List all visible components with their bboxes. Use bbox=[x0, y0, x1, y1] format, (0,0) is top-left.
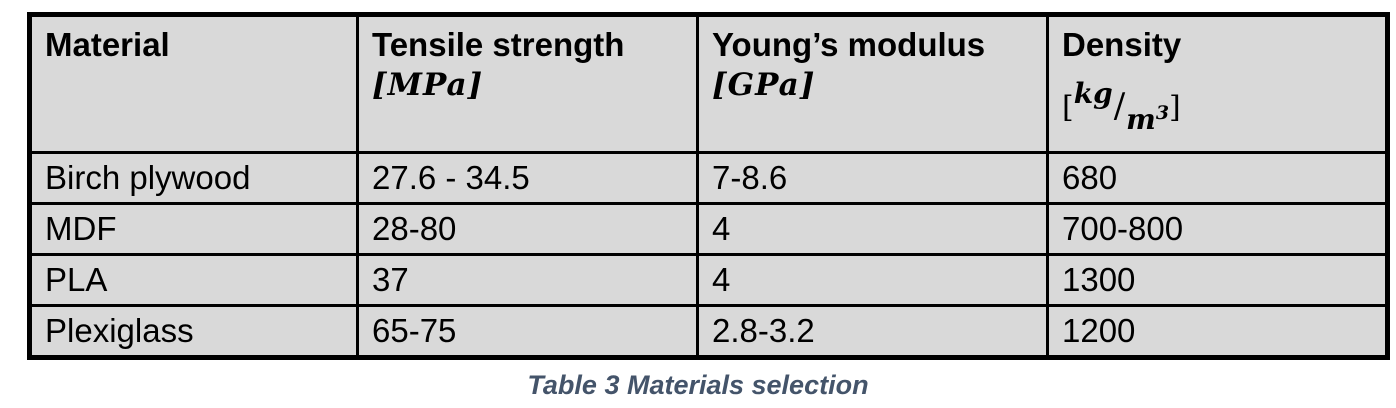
cell-tensile-strength: 27.6 - 34.5 bbox=[356, 151, 699, 205]
cell-material: MDF bbox=[28, 202, 359, 256]
cell-density: 680 bbox=[1046, 151, 1389, 205]
cell-youngs-modulus: 4 bbox=[696, 202, 1049, 256]
table-row-birch-plywood: Birch plywood 27.6 - 34.5 7-8.6 680 bbox=[28, 151, 1389, 205]
cell-tensile-strength: 65-75 bbox=[356, 304, 699, 359]
materials-table: Material Tensile strength [MPa] Young’s … bbox=[27, 12, 1390, 360]
cell-material: PLA bbox=[28, 253, 359, 307]
bracket-close: ] bbox=[1169, 90, 1181, 126]
table-row-mdf: MDF 28-80 4 700-800 bbox=[28, 202, 1389, 256]
table-row-plexiglass: Plexiglass 65-75 2.8-3.2 1200 bbox=[28, 304, 1389, 359]
fraction-slash: / bbox=[1113, 86, 1126, 127]
header-label: Material bbox=[45, 26, 170, 63]
table-caption: Table 3 Materials selection bbox=[527, 370, 869, 400]
unit-denominator: m3 bbox=[1126, 102, 1170, 137]
cell-density: 1200 bbox=[1046, 304, 1389, 359]
unit-gpa: [GPa] bbox=[712, 67, 816, 104]
cell-tensile-strength: 37 bbox=[356, 253, 699, 307]
unit-exponent: 3 bbox=[1155, 102, 1170, 125]
header-label: Tensile strength bbox=[372, 26, 625, 63]
cell-density: 700-800 bbox=[1046, 202, 1389, 256]
bracket-open: [ bbox=[1062, 90, 1074, 126]
col-header-material: Material bbox=[28, 13, 359, 154]
col-header-density: Density [kg/m3] bbox=[1046, 13, 1389, 154]
header-row: Material Tensile strength [MPa] Young’s … bbox=[28, 13, 1389, 154]
cell-material: Birch plywood bbox=[28, 151, 359, 205]
table-row-pla: PLA 37 4 1300 bbox=[28, 253, 1389, 307]
cell-youngs-modulus: 7-8.6 bbox=[696, 151, 1049, 205]
unit-kg-per-m3: [kg/m3] bbox=[1062, 76, 1379, 138]
header-label: Young’s modulus bbox=[712, 26, 986, 63]
cell-tensile-strength: 28-80 bbox=[356, 202, 699, 256]
unit-numerator: kg bbox=[1073, 77, 1113, 111]
cell-material: Plexiglass bbox=[28, 304, 359, 359]
header-label: Density bbox=[1062, 26, 1182, 63]
col-header-tensile-strength: Tensile strength [MPa] bbox=[356, 13, 699, 154]
cell-density: 1300 bbox=[1046, 253, 1389, 307]
cell-youngs-modulus: 2.8-3.2 bbox=[696, 304, 1049, 359]
col-header-youngs-modulus: Young’s modulus [GPa] bbox=[696, 13, 1049, 154]
unit-mpa: [MPa] bbox=[372, 67, 484, 104]
cell-youngs-modulus: 4 bbox=[696, 253, 1049, 307]
